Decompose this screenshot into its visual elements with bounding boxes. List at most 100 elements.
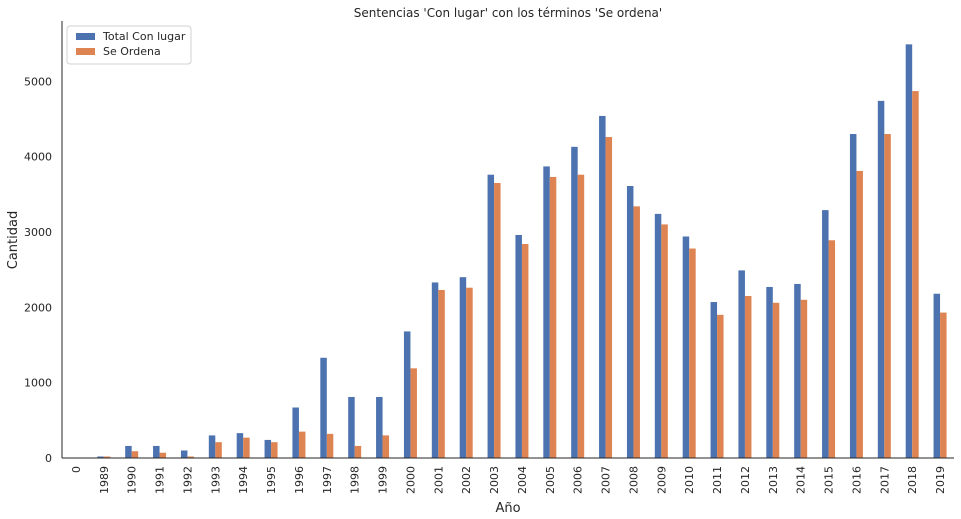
bar-total-con-lugar-2012 — [738, 270, 745, 458]
bar-se-ordena-2012 — [744, 296, 752, 458]
bar-total-con-lugar-2007 — [599, 115, 606, 459]
y-tick-label: 5000 — [24, 75, 52, 88]
bar-total-con-lugar-1993 — [208, 435, 216, 458]
bar-total-con-lugar-1992 — [180, 450, 188, 458]
x-tick-label: 2014 — [795, 466, 808, 494]
bar-total-con-lugar-2018 — [905, 44, 913, 459]
bar-total-con-lugar-2003 — [487, 174, 495, 458]
bar-total-con-lugar-2014 — [794, 283, 801, 458]
bar-se-ordena-1997 — [326, 433, 334, 458]
x-tick-label: 1991 — [154, 466, 167, 494]
bar-se-ordena-2015 — [828, 240, 836, 458]
x-tick-label: 2017 — [878, 466, 891, 494]
y-tick-label: 2000 — [24, 301, 52, 314]
x-tick-label: 2015 — [823, 466, 836, 494]
x-axis-label: Año — [495, 501, 520, 516]
chart-title: Sentencias 'Con lugar' con los términos … — [354, 6, 662, 20]
bar-se-ordena-1996 — [298, 431, 306, 458]
bar-se-ordena-2007 — [605, 137, 613, 458]
bar-se-ordena-2004 — [521, 244, 529, 458]
legend-swatch-total-con-lugar — [76, 33, 95, 40]
x-tick-label: 2019 — [934, 466, 947, 494]
x-tick-label: 1998 — [349, 466, 362, 494]
x-axis-ticks: 0 1989 1990 1991 1992 1993 1994 1995 1996 1997 199… — [70, 466, 947, 494]
bar-total-con-lugar-2010 — [682, 236, 690, 458]
bar-total-con-lugar-2019 — [933, 293, 941, 458]
y-tick-label: 4000 — [24, 151, 52, 164]
x-tick-label: 2003 — [488, 466, 501, 494]
bar-total-con-lugar-2016 — [849, 134, 857, 458]
x-tick-label: 2008 — [627, 466, 640, 494]
legend: Total Con lugar Se Ordena — [66, 25, 192, 65]
bar-total-con-lugar-2015 — [822, 210, 829, 458]
bar-se-ordena-2017 — [884, 134, 891, 458]
bar-total-con-lugar-2008 — [626, 186, 634, 458]
bar-total-con-lugar-1998 — [348, 396, 355, 458]
legend-label-se-ordena: Se Ordena — [103, 45, 161, 58]
x-tick-label: 2012 — [739, 466, 752, 494]
bar-total-con-lugar-1995 — [264, 439, 272, 458]
bar-se-ordena-1993 — [215, 442, 222, 458]
bar-se-ordena-1999 — [382, 435, 390, 458]
bar-total-con-lugar-2013 — [766, 286, 773, 458]
x-tick-label: 1992 — [181, 466, 194, 494]
x-tick-label: 2001 — [432, 466, 445, 494]
x-tick-label: 2004 — [516, 466, 529, 494]
x-tick-label: 1994 — [237, 466, 250, 494]
bar-total-con-lugar-2011 — [710, 302, 718, 458]
y-axis-label: Cantidad — [6, 211, 21, 269]
x-tick-label: 1996 — [293, 466, 306, 494]
y-tick-label: 3000 — [24, 226, 52, 239]
x-tick-label: 1993 — [209, 466, 222, 494]
bar-se-ordena-2013 — [772, 302, 780, 458]
bar-se-ordena-2006 — [577, 174, 585, 458]
bar-se-ordena-2016 — [856, 170, 863, 458]
bar-se-ordena-2019 — [940, 312, 947, 458]
bar-total-con-lugar-1994 — [236, 433, 244, 458]
x-tick-label: 2011 — [711, 466, 724, 494]
x-tick-label: 2006 — [572, 466, 585, 494]
x-tick-label: 1989 — [98, 466, 111, 494]
bar-se-ordena-1989 — [103, 456, 111, 458]
x-tick-label: 1995 — [265, 466, 278, 494]
x-tick-label: 1990 — [126, 466, 139, 494]
bar-total-con-lugar-2009 — [654, 213, 662, 458]
bar-total-con-lugar-1990 — [125, 445, 132, 458]
bar-total-con-lugar-2000 — [403, 331, 411, 458]
y-tick-label: 1000 — [24, 377, 52, 390]
bar-se-ordena-2002 — [466, 287, 473, 458]
y-axis-ticks: 0 1000 2000 3000 4000 5000 — [24, 75, 52, 465]
x-tick-label: 2010 — [683, 466, 696, 494]
x-tick-label: 1997 — [321, 466, 334, 494]
bar-total-con-lugar-1996 — [292, 407, 299, 458]
x-tick-label: 2013 — [767, 466, 780, 494]
bar-se-ordena-1990 — [131, 451, 139, 458]
bar-total-con-lugar-1991 — [153, 445, 160, 458]
bar-se-ordena-2011 — [717, 314, 724, 458]
bar-se-ordena-1995 — [271, 442, 278, 458]
bar-se-ordena-2010 — [689, 248, 696, 458]
y-tick-label: 0 — [45, 452, 52, 465]
plot-area — [97, 44, 947, 459]
bar-se-ordena-1991 — [159, 452, 167, 458]
bar-se-ordena-2003 — [494, 182, 501, 459]
x-tick-label: 2016 — [850, 466, 863, 494]
x-tick-label: 2000 — [404, 466, 417, 494]
bar-total-con-lugar-2005 — [543, 166, 550, 459]
bar-total-con-lugar-1999 — [376, 396, 383, 458]
bar-total-con-lugar-2006 — [571, 146, 578, 458]
bar-total-con-lugar-2004 — [515, 234, 522, 458]
bar-total-con-lugar-2002 — [459, 277, 467, 458]
x-tick-label: 0 — [70, 466, 83, 473]
bar-total-con-lugar-2017 — [877, 100, 885, 459]
bar-se-ordena-2000 — [410, 368, 417, 458]
bar-se-ordena-2001 — [438, 289, 445, 458]
bar-total-con-lugar-1997 — [320, 357, 327, 458]
bar-se-ordena-2018 — [912, 91, 919, 458]
x-tick-label: 2018 — [906, 466, 919, 494]
bar-se-ordena-1992 — [187, 456, 194, 458]
bar-se-ordena-1994 — [243, 437, 250, 458]
legend-swatch-se-ordena — [76, 48, 95, 55]
bar-se-ordena-2014 — [800, 299, 808, 458]
